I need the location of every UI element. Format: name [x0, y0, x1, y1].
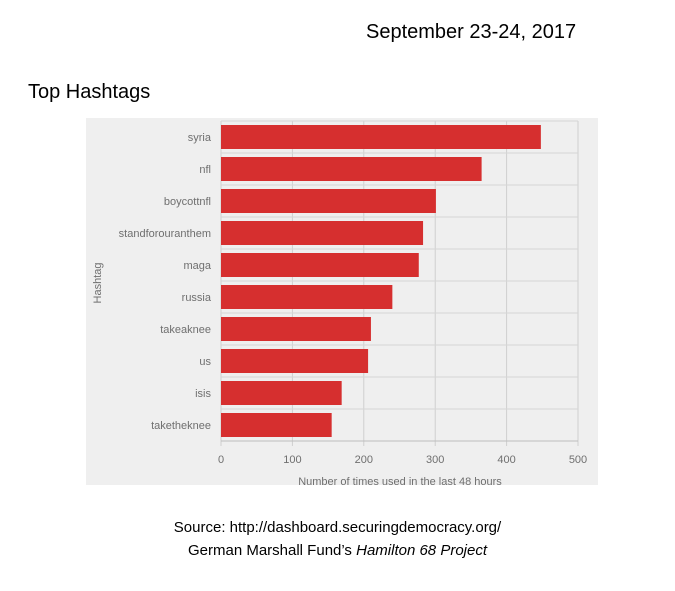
x-tick-label: 300: [426, 454, 444, 466]
bar-takeaknee: [221, 317, 371, 341]
category-label: standforouranthem: [119, 228, 211, 240]
x-tick-label: 400: [497, 454, 515, 466]
category-label: us: [199, 356, 211, 368]
credit-prefix: German Marshall Fund’s: [187, 542, 357, 559]
category-label: boycottnfl: [164, 196, 211, 208]
grid-lines: [220, 120, 579, 446]
credit-line: German Marshall Fund’s Hamilton 68 Proje…: [0, 542, 675, 559]
source-line: Source: http://dashboard.securingdemocra…: [173, 519, 502, 536]
category-label: syria: [188, 132, 212, 144]
x-axis-title: Number of times used in the last 48 hour…: [298, 476, 502, 488]
credit-project: Hamilton 68 Project: [356, 542, 488, 559]
bar-maga: [221, 253, 419, 277]
category-labels: syria nfl boycottnfl standforouranthem maga r…: [119, 132, 212, 432]
x-tick-label: 100: [283, 454, 301, 466]
category-label: russia: [182, 292, 212, 304]
bar-nfl: [221, 157, 482, 181]
section-title: Top Hashtags: [28, 81, 151, 103]
category-label: nfl: [199, 164, 211, 176]
x-tick-label: 200: [355, 454, 373, 466]
bar-syria: [221, 125, 541, 149]
x-tick-label: 0: [218, 454, 224, 466]
category-label: takeaknee: [160, 324, 211, 336]
bar-boycottnfl: [221, 189, 436, 213]
bar-russia: [221, 285, 393, 309]
bar-standforouranthem: [221, 221, 424, 245]
x-tick-label: 500: [569, 454, 587, 466]
x-tick-labels: 0 100 200 300 400 500: [218, 454, 587, 466]
bars: [221, 125, 541, 437]
category-label: taketheknee: [151, 420, 211, 432]
bar-isis: [221, 381, 342, 405]
y-axis-title: Hashtag: [92, 263, 104, 304]
category-label: maga: [183, 260, 211, 272]
date-range: September 23-24, 2017: [366, 21, 577, 43]
bar-us: [221, 349, 369, 373]
category-label: isis: [195, 388, 211, 400]
bar-taketheknee: [221, 413, 332, 437]
